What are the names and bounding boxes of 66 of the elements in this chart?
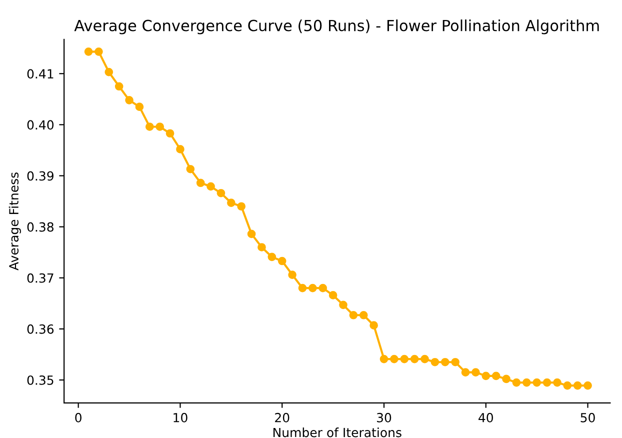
point xyxy=(451,358,460,366)
point xyxy=(461,368,470,376)
point xyxy=(420,354,429,364)
point xyxy=(288,270,296,279)
point xyxy=(359,310,368,320)
point xyxy=(104,68,114,76)
point xyxy=(125,96,134,104)
x-tick-label: 30 xyxy=(376,412,392,422)
point xyxy=(114,82,124,91)
point xyxy=(522,378,531,387)
point xyxy=(135,102,144,111)
y-tick-label: 0.36 xyxy=(27,324,54,334)
point xyxy=(278,256,286,266)
x-axis-title: Number of Iterations xyxy=(273,428,402,438)
x-tick-label: 10 xyxy=(174,412,188,422)
point xyxy=(584,381,592,390)
point xyxy=(298,284,307,292)
point xyxy=(440,358,450,366)
point xyxy=(512,378,521,387)
y-tick-label: 0.41 xyxy=(27,69,54,79)
point xyxy=(563,381,572,390)
point xyxy=(258,243,266,252)
y-tick-label: 0.35 xyxy=(27,375,54,385)
x-tick-label: 0 xyxy=(75,412,82,422)
point xyxy=(94,48,103,56)
y-axis-title: Average Fitness xyxy=(8,172,21,270)
y-tick-label: 0.40 xyxy=(27,120,54,130)
point xyxy=(502,374,510,384)
point xyxy=(482,372,490,380)
point xyxy=(308,284,317,292)
point xyxy=(430,358,440,366)
point xyxy=(573,381,582,390)
point xyxy=(186,164,195,174)
point xyxy=(84,48,93,56)
point xyxy=(553,378,562,387)
point xyxy=(492,372,500,380)
point xyxy=(380,354,388,364)
point xyxy=(166,129,174,138)
point xyxy=(349,310,358,320)
x-tick-label: 50 xyxy=(580,412,595,422)
point xyxy=(390,354,398,364)
point xyxy=(247,230,256,238)
chart-title: Average Convergence Curve (50 Runs) - Flower Pollination Algorithm xyxy=(74,19,599,34)
point xyxy=(318,284,328,292)
point xyxy=(542,378,552,387)
point xyxy=(532,378,541,387)
point xyxy=(206,182,215,191)
point xyxy=(196,178,205,188)
y-tick-label: 0.39 xyxy=(27,171,54,181)
y-tick-label: 0.37 xyxy=(27,273,54,283)
point xyxy=(145,122,154,131)
point xyxy=(176,145,184,154)
x-tick-label: 40 xyxy=(478,412,493,422)
point xyxy=(339,300,348,310)
point xyxy=(328,291,338,300)
point xyxy=(226,198,236,207)
point xyxy=(370,321,378,330)
point xyxy=(216,188,226,198)
point xyxy=(237,202,246,211)
point xyxy=(472,368,480,376)
point xyxy=(156,122,164,131)
point xyxy=(410,354,419,364)
point xyxy=(400,354,409,364)
x-tick-label: 20 xyxy=(275,412,290,422)
point xyxy=(268,252,276,262)
y-tick-label: 0.38 xyxy=(27,222,54,232)
